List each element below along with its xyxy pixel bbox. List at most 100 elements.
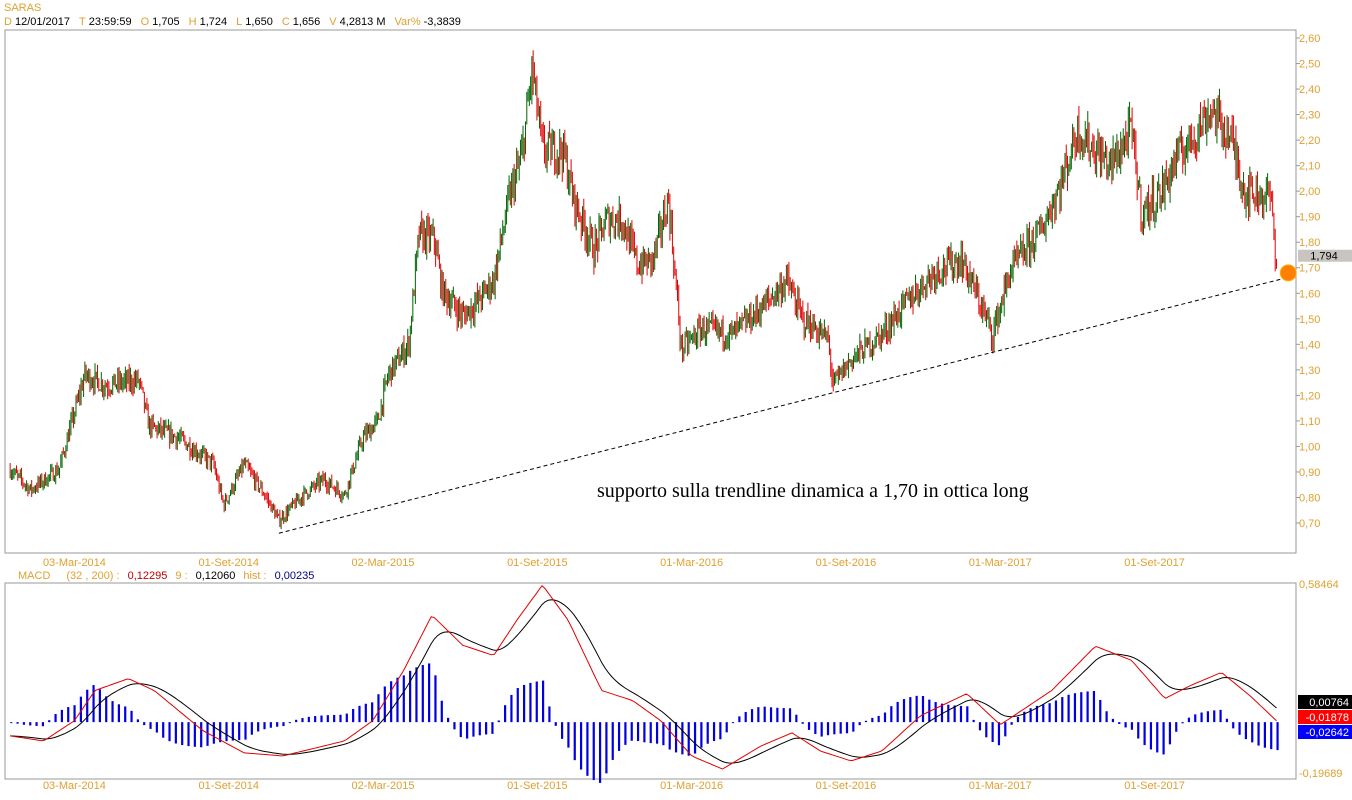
histogram-bar xyxy=(60,709,63,723)
histogram-bar xyxy=(282,722,285,727)
x-tick-label: 01-Set-2016 xyxy=(816,557,877,569)
histogram-bar xyxy=(295,719,298,723)
histogram-bar xyxy=(269,722,272,728)
x-tick-label: 01-Set-2014 xyxy=(198,780,259,792)
histogram-bar xyxy=(1092,690,1096,723)
histogram-bar xyxy=(98,689,101,723)
histogram-bar xyxy=(193,722,196,747)
histogram-bar xyxy=(782,708,785,723)
histogram-bar xyxy=(535,681,538,723)
histogram-bar xyxy=(1004,722,1007,737)
histogram-bar xyxy=(1276,722,1279,751)
histogram-bar xyxy=(105,696,108,723)
histogram-bar xyxy=(491,722,494,734)
histogram-bar xyxy=(1206,711,1210,723)
header-value: 1,656 xyxy=(293,16,321,28)
histogram-bar xyxy=(358,705,361,723)
header-key: V xyxy=(329,16,337,28)
histogram-bar xyxy=(567,722,570,748)
histogram-bar xyxy=(16,722,19,724)
x-tick-label: 01-Set-2015 xyxy=(507,557,568,569)
histogram-bar xyxy=(693,722,697,754)
histogram-bar xyxy=(155,722,158,733)
histogram-bar xyxy=(510,694,513,723)
histogram-bar xyxy=(586,722,589,776)
y-tick-label: 2,40 xyxy=(1299,84,1320,96)
histogram-bar xyxy=(1143,722,1146,746)
macd-value-box xyxy=(1298,695,1352,709)
histogram-bar xyxy=(86,689,89,723)
trendline[interactable] xyxy=(278,276,1291,534)
histogram-bar xyxy=(788,708,792,723)
x-tick-label: 01-Set-2016 xyxy=(816,780,877,792)
y-tick-label: 2,00 xyxy=(1299,186,1320,198)
histogram-bar xyxy=(896,701,899,723)
histogram-bar xyxy=(339,714,342,723)
histogram-bar xyxy=(972,719,975,723)
header-value: 23:59:59 xyxy=(89,16,132,28)
histogram-bar xyxy=(276,722,279,727)
histogram-bar xyxy=(814,722,817,735)
histogram-bar xyxy=(845,722,849,734)
histogram-bar xyxy=(1270,722,1273,750)
histogram-bar xyxy=(725,722,728,733)
histogram-bar xyxy=(516,688,519,723)
histogram-bar xyxy=(738,716,741,723)
macd-panel[interactable] xyxy=(4,582,1297,780)
histogram-bar xyxy=(1137,722,1140,739)
histogram-bar xyxy=(1175,722,1178,732)
histogram-bar xyxy=(997,722,1001,746)
histogram-bar xyxy=(345,713,348,723)
histogram-bar xyxy=(250,722,253,735)
histogram-bar xyxy=(826,722,830,736)
histogram-bar xyxy=(92,685,95,723)
histogram-bar xyxy=(871,717,874,723)
hist-value: 0,00235 xyxy=(275,570,315,582)
histogram-bar xyxy=(219,722,222,743)
y-tick-label: 1,10 xyxy=(1299,416,1320,428)
histogram-bar xyxy=(459,722,462,738)
histogram-bar xyxy=(769,707,773,723)
last-price-label: 1,794 xyxy=(1310,251,1338,263)
histogram-bar xyxy=(541,680,545,723)
histogram-bar xyxy=(434,675,437,723)
histogram-bar xyxy=(858,722,861,726)
histogram-bar xyxy=(440,700,443,723)
macd-value-label: 0,00764 xyxy=(1309,697,1349,709)
histogram-bar xyxy=(1048,703,1051,723)
histogram-bar xyxy=(187,722,190,747)
histogram-bar xyxy=(1225,718,1229,723)
x-tick-label: 01-Mar-2016 xyxy=(660,557,723,569)
histogram-bar xyxy=(864,720,868,723)
histogram-bar xyxy=(915,695,918,723)
histogram-bar xyxy=(1073,693,1077,723)
histogram-bar xyxy=(497,720,500,723)
histogram-bar xyxy=(111,701,114,723)
y-tick-label: 1,30 xyxy=(1299,365,1320,377)
histogram-bar xyxy=(1124,722,1127,728)
histogram-bar xyxy=(700,722,703,748)
macd-last-values: 0,00764 -0,01878 -0,02642 xyxy=(1298,695,1352,739)
histogram-bar xyxy=(655,722,659,744)
hist-label: hist : xyxy=(243,570,266,582)
histogram-bar xyxy=(1086,691,1089,723)
price-panel[interactable] xyxy=(4,29,1297,554)
histogram-bar xyxy=(959,705,963,723)
histogram-bar xyxy=(504,705,507,723)
histogram-bar xyxy=(890,706,893,723)
macd-value-box xyxy=(1298,725,1352,739)
histogram-bar xyxy=(130,710,133,723)
macd-x-axis: 03-Mar-2014 01-Set-2014 02-Mar-2015 01-Set-… xyxy=(43,780,1185,792)
y-tick-label: 1,90 xyxy=(1299,212,1320,224)
candles xyxy=(9,50,1277,530)
header-value: 1,650 xyxy=(245,16,273,28)
histogram-bar xyxy=(529,682,532,723)
histogram-bar xyxy=(352,708,355,723)
histogram-bar xyxy=(1023,711,1026,723)
histogram-bar xyxy=(1238,722,1241,735)
histogram-bar xyxy=(902,699,906,723)
histogram-bar xyxy=(1118,722,1121,724)
y-tick-label: 2,50 xyxy=(1299,59,1320,71)
histogram-bar xyxy=(909,697,912,723)
